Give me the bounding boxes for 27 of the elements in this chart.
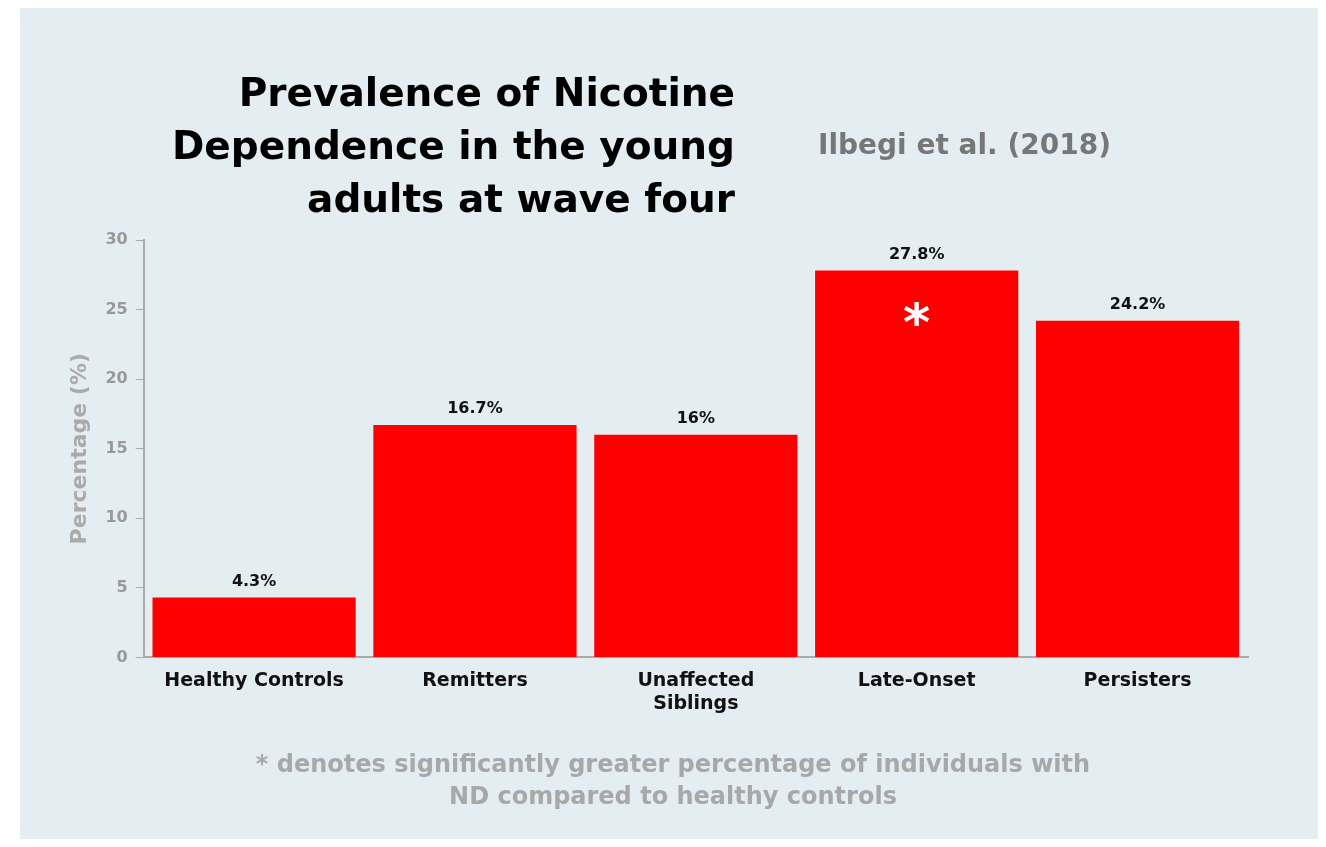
- y-tick-label: 15: [105, 437, 128, 457]
- x-tick-label: Unaffected Siblings: [637, 667, 755, 713]
- y-tick-label: 25: [105, 298, 128, 318]
- data-label: 16.7%: [447, 398, 503, 418]
- bar: [815, 270, 1019, 657]
- y-tick-label: 0: [116, 646, 128, 666]
- x-tick-label: Healthy Controls: [164, 667, 344, 690]
- bar: [594, 434, 798, 657]
- data-label: 27.8%: [888, 243, 945, 263]
- y-tick-label: 5: [116, 576, 128, 596]
- y-tick-label: 10: [105, 507, 128, 527]
- bar: [1035, 320, 1240, 657]
- x-tick-label: Late-Onset: [857, 667, 976, 690]
- data-label: 24.2%: [1109, 293, 1166, 313]
- chart-title: Prevalence of Nicotine Dependence in the young adults at wave four: [170, 69, 735, 223]
- bar: [373, 425, 577, 657]
- annotation: *: [903, 292, 931, 353]
- y-tick-label: 30: [105, 229, 128, 249]
- y-axis-title: Percentage (%): [65, 353, 91, 545]
- y-tick-label: 20: [105, 368, 128, 388]
- data-label: 4.3%: [231, 570, 277, 590]
- bar: [152, 597, 356, 657]
- text: Ilbegi et al. (2018): [818, 128, 1111, 161]
- x-tick-label: Remitters: [422, 667, 528, 690]
- text: * denotes significantly greater percentage of individuals with ND compared to healthy controls: [254, 749, 1092, 812]
- data-label: 16%: [676, 407, 715, 427]
- x-tick-label: Persisters: [1083, 667, 1192, 690]
